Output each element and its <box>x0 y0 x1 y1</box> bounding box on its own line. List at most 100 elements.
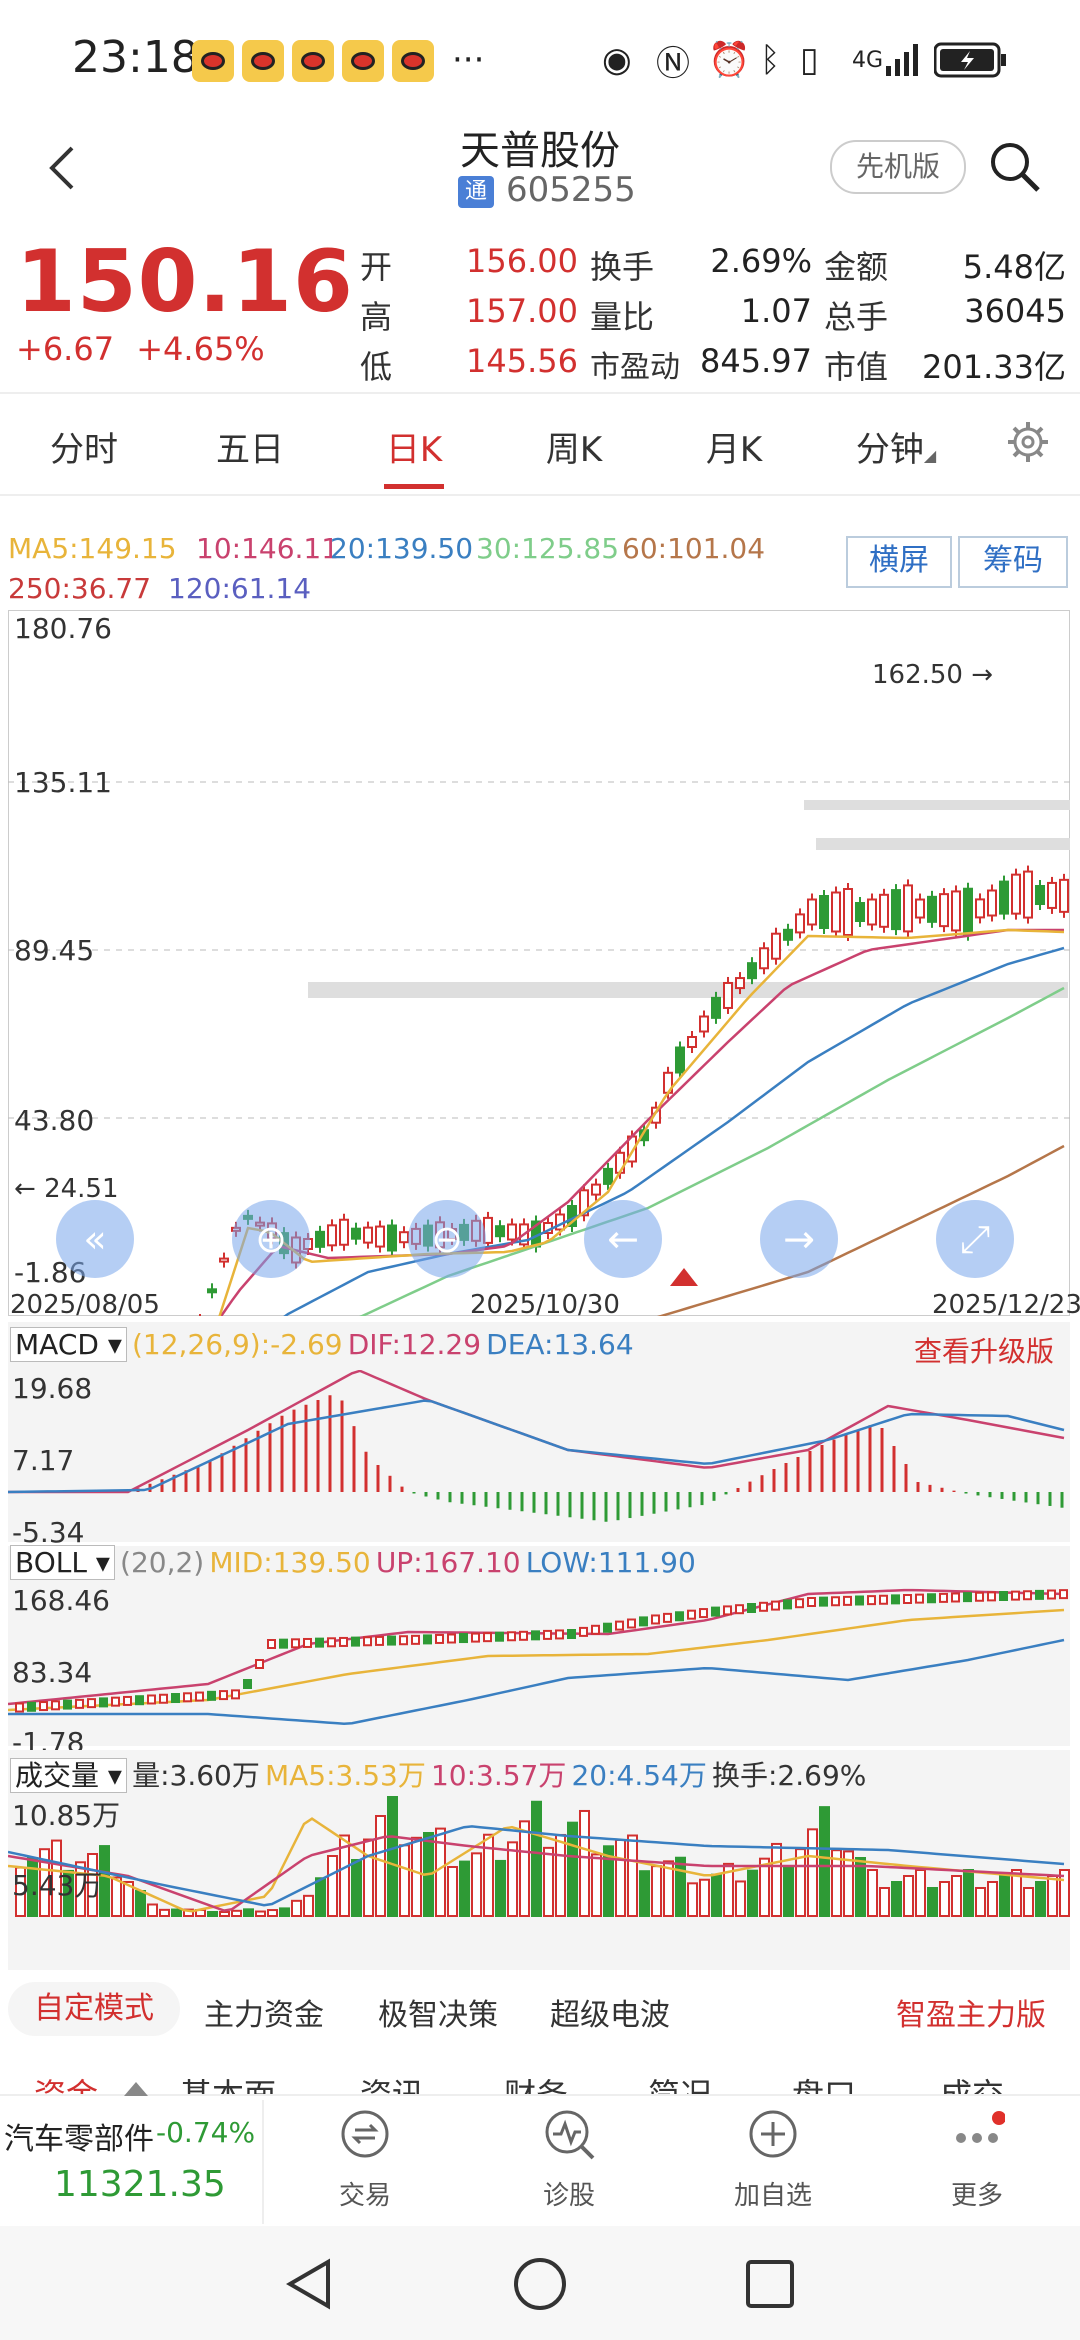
nav-more-label: 更多 <box>950 2181 1003 2211</box>
expand-arrow-icon[interactable] <box>124 2082 148 2096</box>
back-icon[interactable] <box>36 138 96 198</box>
macd-selector[interactable]: MACD ▾ <box>10 1327 127 1362</box>
system-nav-bar <box>0 2226 1080 2340</box>
volume-bar <box>267 1909 278 1918</box>
fullscreen-button[interactable]: ⤢ <box>936 1200 1014 1278</box>
boll-mid: MID:139.50 <box>209 1546 371 1579</box>
candle-body <box>747 962 757 980</box>
tab-news[interactable]: 资讯 <box>360 2070 424 2094</box>
super-wave-button[interactable]: 超级电波 <box>550 1998 670 2033</box>
tab-finance[interactable]: 财务 <box>504 2070 568 2094</box>
boll-candle <box>771 1600 780 1611</box>
macd-panel[interactable] <box>8 1322 1070 1542</box>
tab-monthly-k[interactable]: 月K <box>705 430 763 470</box>
boll-candle <box>387 1635 396 1646</box>
candle-body <box>327 1224 337 1247</box>
scroll-left-button[interactable]: ← <box>584 1200 662 1278</box>
tab-profile[interactable]: 简况 <box>648 2070 712 2094</box>
volume-current: 量:3.60万 <box>132 1759 260 1792</box>
date-label: 2025/12/23 <box>932 1290 1080 1320</box>
boll-candle <box>903 1594 912 1604</box>
tab-minute-label: 分钟 <box>855 430 924 470</box>
scroll-left-fast-button[interactable]: « <box>56 1200 134 1278</box>
boll-candle <box>423 1634 432 1645</box>
tab-intraday[interactable]: 分时 <box>50 430 118 470</box>
alarm-icon: ⏰ <box>708 40 751 80</box>
tab-daily-k[interactable]: 日K <box>385 430 443 470</box>
pioneer-version-button[interactable]: 先机版 <box>830 140 966 194</box>
zhiying-main-button[interactable]: 智盈主力版 <box>896 1998 1046 2033</box>
tab-funds[interactable]: 资金 <box>34 2070 98 2094</box>
nav-add-watchlist[interactable]: 加自选 <box>718 2106 828 2212</box>
volume-bar <box>867 1869 878 1917</box>
boll-candle <box>615 1620 624 1631</box>
boll-panel[interactable] <box>8 1546 1070 1746</box>
volume-bar <box>447 1866 458 1917</box>
candle-body <box>855 902 865 922</box>
candle-body <box>1035 885 1045 905</box>
tab-orderbook[interactable]: 盘口 <box>792 2070 856 2094</box>
chip-band <box>804 800 1070 810</box>
low-value: 145.56 <box>466 342 578 380</box>
volume-bar <box>903 1875 914 1917</box>
nav-more[interactable]: 更多 <box>922 2106 1032 2212</box>
system-back-icon[interactable] <box>280 2254 340 2318</box>
zoom-in-button[interactable]: ⊕ <box>232 1200 310 1278</box>
candle-body <box>315 1230 325 1248</box>
sector-quote[interactable]: 汽车零部件 -0.74% 11321.35 <box>0 2100 264 2224</box>
chips-button[interactable]: 筹码 <box>958 536 1068 588</box>
boll-candle <box>555 1629 564 1640</box>
boll-candle <box>579 1626 588 1637</box>
sector-value: 11321.35 <box>54 2164 226 2205</box>
nav-diagnose[interactable]: 诊股 <box>514 2106 624 2212</box>
landscape-button[interactable]: 横屏 <box>846 536 952 588</box>
volume-bar <box>303 1894 314 1917</box>
boll-candle <box>879 1594 888 1605</box>
zoom-out-button[interactable]: ⊖ <box>408 1200 486 1278</box>
boll-candle <box>279 1638 288 1649</box>
custom-mode-button[interactable]: 自定模式 <box>8 1982 180 2036</box>
volume-bar <box>651 1865 662 1917</box>
volume-bar <box>291 1899 302 1917</box>
volume-selector[interactable]: 成交量 ▾ <box>10 1758 127 1793</box>
tab-trades[interactable]: 成交 <box>940 2070 1004 2094</box>
weibo-notification-icon <box>292 40 334 82</box>
low-label: 低 <box>360 348 393 386</box>
total-volume-label: 总手 <box>824 298 889 336</box>
volume-ma10-line <box>8 1835 1065 1912</box>
settings-gear-icon[interactable] <box>1006 420 1050 468</box>
main-funds-button[interactable]: 主力资金 <box>204 1998 324 2033</box>
boll-candle <box>819 1596 828 1607</box>
y-tick-label: 135.11 <box>14 766 112 799</box>
system-recents-icon[interactable] <box>740 2254 800 2318</box>
candle-body <box>1023 870 1033 919</box>
upgrade-link[interactable]: 查看升级版 <box>914 1335 1055 1368</box>
candle-body <box>507 1223 517 1241</box>
boll-selector[interactable]: BOLL ▾ <box>10 1545 115 1580</box>
volume-bar <box>891 1881 902 1917</box>
smart-decision-button[interactable]: 极智决策 <box>378 1998 498 2033</box>
tong-badge: 通 <box>458 176 494 208</box>
boll-candle <box>123 1695 132 1706</box>
boll-candle <box>927 1593 936 1604</box>
nav-trade-label: 交易 <box>338 2181 391 2211</box>
tab-fundamentals[interactable]: 基本面 <box>180 2070 276 2094</box>
tab-minute[interactable]: 分钟◢ <box>826 422 966 471</box>
nav-trade[interactable]: 交易 <box>310 2106 420 2212</box>
system-home-icon[interactable] <box>510 2254 570 2318</box>
volume-bar <box>735 1880 746 1917</box>
boll-candle <box>639 1616 648 1627</box>
boll-candle <box>111 1696 120 1707</box>
ma10-label: 10:146.11 <box>196 532 340 565</box>
tab-weekly-k[interactable]: 周K <box>545 430 603 470</box>
tab-five-day[interactable]: 五日 <box>216 430 284 470</box>
volume-svg <box>8 1796 1070 1918</box>
search-icon[interactable] <box>984 136 1044 196</box>
kline-chart[interactable] <box>8 610 1070 1316</box>
boll-candle <box>243 1679 252 1689</box>
scroll-right-button[interactable]: → <box>760 1200 838 1278</box>
candle-body <box>1047 881 1057 909</box>
candle-body <box>579 1189 589 1217</box>
candle-body <box>927 895 937 923</box>
current-price: 150.16 <box>16 232 354 332</box>
